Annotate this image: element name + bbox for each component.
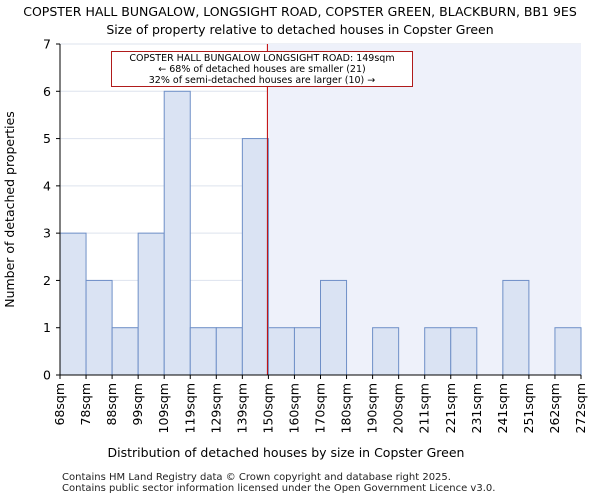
x-tick-label: 262sqm	[547, 383, 562, 433]
bar	[137, 232, 165, 376]
bar	[372, 327, 400, 376]
bar	[189, 327, 217, 376]
x-tick-label: 160sqm	[286, 383, 301, 433]
bar	[267, 327, 295, 376]
x-tick-label: 109sqm	[156, 383, 171, 433]
x-tick-label: 129sqm	[208, 383, 223, 433]
bar	[424, 327, 452, 376]
x-tick-label: 180sqm	[339, 383, 354, 433]
x-tick-label: 231sqm	[469, 383, 484, 433]
bar	[293, 327, 322, 376]
bar	[215, 327, 243, 376]
x-tick-label: 88sqm	[104, 383, 119, 426]
x-tick-label: 221sqm	[443, 383, 458, 433]
x-tick-label: 78sqm	[78, 383, 93, 426]
x-tick-label: 241sqm	[495, 383, 510, 433]
x-tick-label: 200sqm	[391, 383, 406, 433]
x-tick-label: 139sqm	[234, 383, 249, 433]
annotation-line-1: COPSTER HALL BUNGALOW LONGSIGHT ROAD: 14…	[129, 53, 395, 64]
highlight-region	[267, 44, 581, 375]
annotation-box: COPSTER HALL BUNGALOW LONGSIGHT ROAD: 14…	[111, 51, 413, 87]
x-tick-label: 170sqm	[313, 383, 328, 433]
footer-copyright: Contains HM Land Registry data © Crown c…	[62, 472, 451, 483]
bar	[111, 327, 139, 376]
x-tick-label: 251sqm	[521, 383, 536, 433]
chart-title: COPSTER HALL BUNGALOW, LONGSIGHT ROAD, C…	[23, 4, 577, 19]
bar	[554, 327, 582, 376]
annotation-line-2: ← 68% of detached houses are smaller (21…	[158, 64, 366, 75]
y-tick-label: 3	[43, 226, 51, 241]
bar	[502, 279, 530, 376]
x-tick-label: 119sqm	[182, 383, 197, 433]
chart-subtitle: Size of property relative to detached ho…	[106, 22, 494, 37]
footer-licence: Contains public sector information licen…	[62, 483, 496, 494]
x-tick-label: 211sqm	[417, 383, 432, 433]
y-tick-label: 6	[43, 84, 51, 99]
y-tick-label: 5	[43, 131, 51, 146]
y-axis-label: Number of detached properties	[2, 111, 17, 308]
x-tick-label: 68sqm	[52, 383, 67, 426]
bar	[241, 138, 269, 376]
axes	[56, 43, 582, 379]
y-tick-label: 0	[43, 368, 51, 383]
bar	[163, 90, 191, 376]
x-tick-label: 150sqm	[260, 383, 275, 433]
annotation-line-3: 32% of semi-detached houses are larger (…	[148, 75, 376, 86]
bar	[320, 279, 348, 376]
y-tick-labels: 0 1 2 3 4 5 6 7	[43, 37, 51, 383]
bar	[59, 232, 87, 376]
bar	[450, 327, 478, 376]
y-tick-label: 4	[43, 178, 51, 193]
x-tick-label: 272sqm	[573, 383, 588, 433]
x-tick-label: 190sqm	[365, 383, 380, 433]
bar	[85, 279, 113, 376]
x-tick-label: 99sqm	[130, 383, 145, 426]
y-tick-label: 2	[43, 273, 51, 288]
y-tick-label: 7	[43, 37, 51, 52]
x-axis-label: Distribution of detached houses by size …	[108, 445, 465, 460]
x-tick-labels: 68sqm 78sqm 88sqm 99sqm 109sqm 119sqm 129sqm 13…	[52, 383, 588, 433]
y-tick-label: 1	[43, 320, 51, 335]
